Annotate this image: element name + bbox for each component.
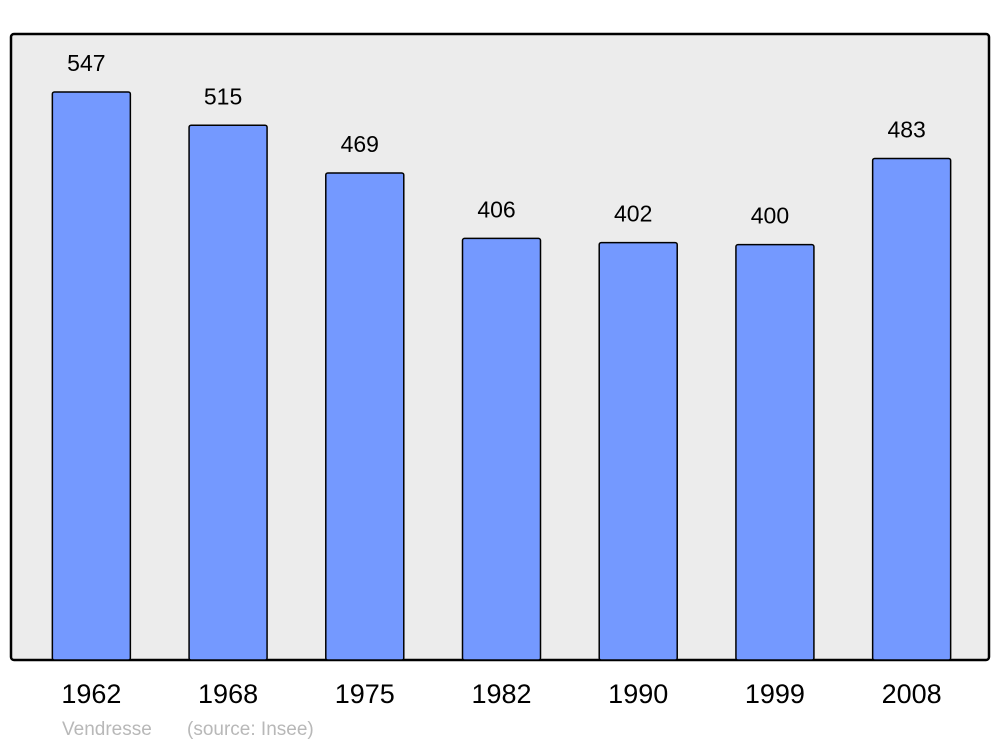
value-label: 515 [204, 83, 242, 109]
value-label: 400 [751, 203, 789, 229]
bar [325, 172, 405, 661]
value-label: 406 [477, 196, 515, 222]
x-tick-label: 1975 [335, 679, 395, 709]
x-tick-label: 1968 [198, 679, 258, 709]
value-label: 547 [67, 50, 105, 76]
value-label: 402 [614, 201, 652, 227]
bar [735, 243, 815, 661]
x-tick-label: 1990 [608, 679, 668, 709]
x-tick-label: 1962 [61, 679, 121, 709]
x-tick-label: 2008 [882, 679, 942, 709]
source-label: (source: Insee) [187, 719, 314, 740]
place-label: Vendresse [62, 719, 152, 740]
value-label: 483 [887, 117, 925, 143]
bar [461, 237, 542, 661]
bar [871, 157, 952, 661]
value-label: 469 [341, 131, 379, 157]
bar [51, 91, 132, 661]
x-tick-label: 1982 [471, 679, 531, 709]
bar [188, 124, 268, 661]
bar [598, 241, 678, 661]
x-tick-label: 1999 [745, 679, 805, 709]
